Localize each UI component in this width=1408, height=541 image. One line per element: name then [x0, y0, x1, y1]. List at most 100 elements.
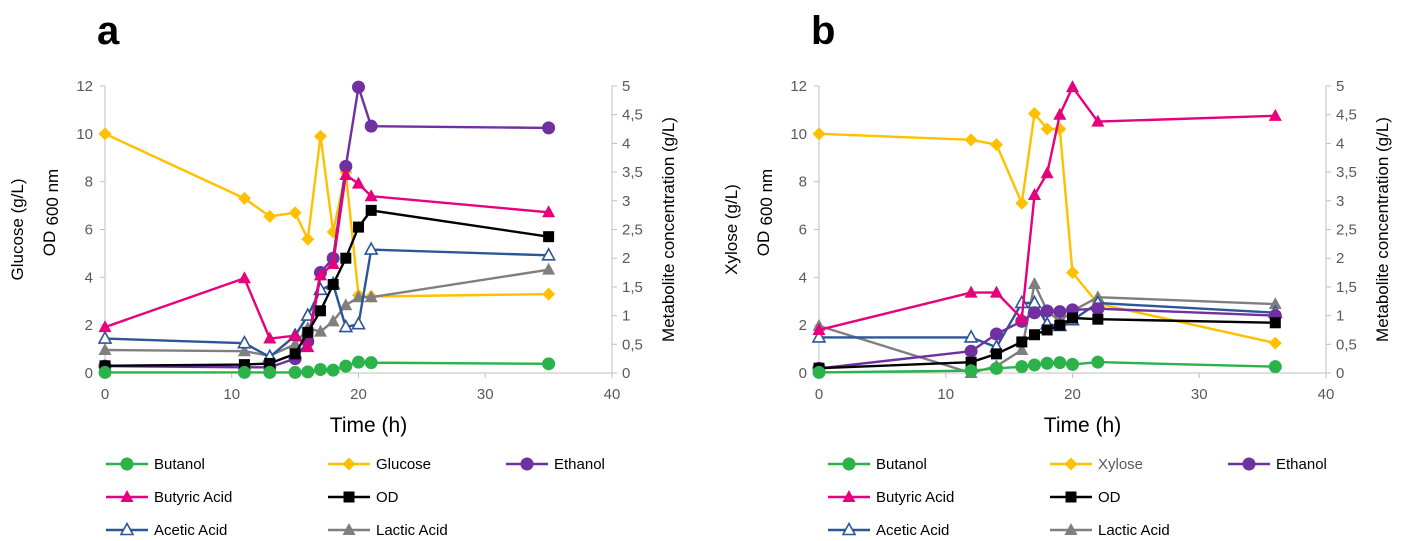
data-point — [812, 365, 826, 379]
y-left-tick-label: 10 — [790, 126, 807, 143]
legend-item: Butyric Acid — [828, 489, 954, 506]
data-point — [237, 344, 251, 357]
legend-marker — [520, 457, 534, 471]
series-line — [818, 85, 1276, 332]
legend-marker — [842, 490, 856, 502]
series-butyric-acid — [98, 167, 556, 353]
legend-label: Ethanol — [554, 456, 605, 473]
data-point — [289, 348, 301, 360]
legend-item: Ethanol — [1228, 456, 1327, 473]
data-point — [1040, 304, 1054, 318]
legend-label: Ethanol — [1276, 456, 1327, 473]
legend-marker — [343, 491, 355, 503]
data-point — [352, 176, 365, 189]
x-axis-title: Time (h) — [330, 414, 407, 437]
series-butyric-acid — [812, 80, 1282, 335]
y-right-tick-label: 0 — [622, 365, 630, 382]
data-point — [340, 252, 352, 264]
legend-item: Butyric Acid — [106, 489, 232, 506]
data-point — [1027, 306, 1041, 320]
y-right-tick-label: 4,5 — [1336, 107, 1357, 124]
data-point — [339, 359, 353, 373]
y-left-tick-label: 12 — [76, 78, 93, 95]
data-point — [327, 279, 339, 291]
legend-marker — [120, 490, 134, 502]
y-left-tick-label: 6 — [85, 222, 93, 239]
data-point — [1091, 302, 1105, 316]
data-point — [351, 316, 366, 330]
data-point — [237, 191, 251, 205]
data-point — [353, 221, 364, 233]
data-point — [1027, 188, 1041, 201]
data-point — [541, 247, 556, 261]
x-tick-label: 10 — [223, 386, 240, 403]
series-lactic-acid — [98, 262, 556, 361]
data-point — [364, 119, 378, 133]
data-point — [1066, 80, 1079, 93]
data-point — [989, 138, 1003, 152]
data-point — [301, 340, 315, 353]
x-tick-label: 0 — [815, 386, 823, 403]
data-point — [98, 320, 112, 333]
legend-marker — [841, 521, 857, 536]
data-point — [989, 327, 1003, 341]
data-point — [238, 359, 250, 371]
y-right-tick-label: 4,5 — [622, 107, 643, 124]
y-axis-left-od-title: OD 600 nm — [754, 169, 776, 256]
legend-marker — [120, 457, 134, 471]
panel-label: b — [811, 9, 835, 53]
od-label: OD — [754, 231, 773, 257]
data-point — [1040, 356, 1054, 370]
data-point — [543, 231, 555, 243]
y-left-tick-label: 10 — [76, 126, 93, 143]
data-point — [237, 334, 252, 349]
y-left-tick-label: 4 — [799, 269, 807, 286]
y-right-tick-label: 4 — [1336, 135, 1344, 152]
y-left-tick-label: 2 — [799, 317, 807, 334]
data-point — [364, 356, 378, 370]
data-point — [99, 360, 111, 372]
data-point — [964, 133, 978, 147]
data-point — [264, 357, 276, 369]
data-point — [339, 167, 353, 180]
data-point — [542, 121, 556, 135]
data-point — [263, 209, 277, 223]
data-point — [1268, 108, 1282, 121]
y-left-tick-label: 4 — [85, 269, 93, 286]
data-point — [964, 285, 978, 298]
data-point — [989, 361, 1003, 375]
legend-label: Butyric Acid — [876, 489, 954, 506]
y-axis-left-od-title: OD 600 nm — [40, 169, 62, 256]
data-point — [326, 314, 340, 327]
legend-label: OD — [376, 489, 399, 506]
legend-item: Lactic Acid — [328, 522, 448, 539]
data-point — [1040, 122, 1054, 136]
y-right-tick-label: 2 — [1336, 250, 1344, 267]
data-point — [263, 331, 277, 344]
y-right-tick-label: 1,5 — [1336, 279, 1357, 296]
y-axis-left-title: Xylose (g/L) — [722, 184, 741, 275]
data-point — [812, 127, 826, 141]
y-right-tick-label: 2,5 — [622, 222, 643, 239]
x-tick-label: 30 — [1191, 386, 1208, 403]
data-point — [1067, 312, 1078, 324]
data-point — [263, 365, 277, 379]
data-point — [542, 287, 556, 301]
data-point — [1092, 313, 1104, 325]
data-point — [1053, 305, 1067, 319]
y-axis-right-title: Metabolite concentration (g/L) — [659, 117, 678, 342]
legend-label: Lactic Acid — [1098, 522, 1170, 539]
y-right-tick-label: 3,5 — [622, 164, 643, 181]
legend-marker — [1064, 523, 1078, 535]
y-right-tick-label: 5 — [622, 78, 630, 95]
data-point — [1268, 336, 1282, 350]
panel-label: a — [97, 9, 120, 53]
legend-item: Lactic Acid — [1050, 522, 1170, 539]
y-right-tick-label: 0,5 — [622, 336, 643, 353]
data-point — [300, 307, 316, 321]
data-point — [812, 322, 826, 335]
data-point — [1027, 358, 1041, 372]
y-left-tick-label: 0 — [85, 365, 93, 382]
